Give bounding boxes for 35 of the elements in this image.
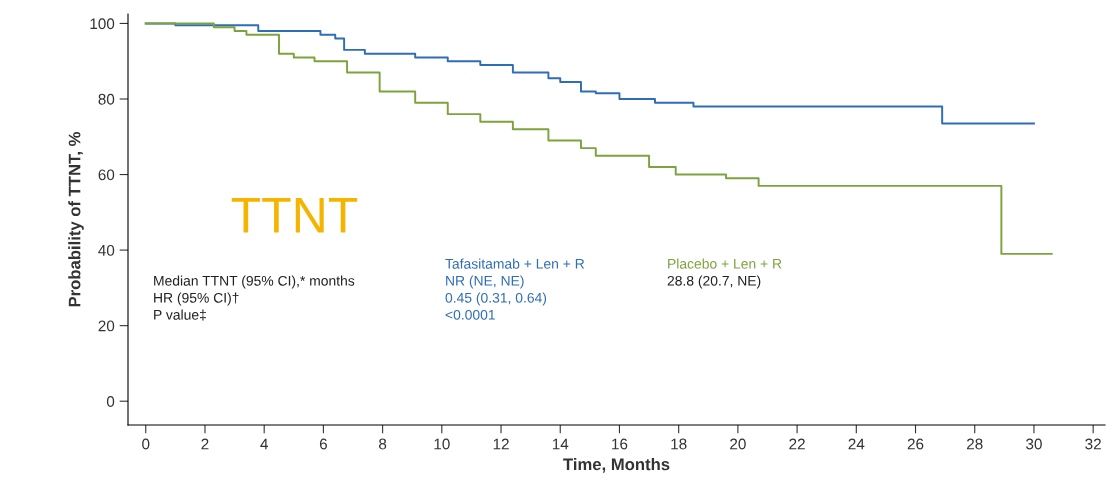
y-tick-label: 40 (98, 244, 115, 256)
x-tick-label: 8 (379, 438, 387, 450)
x-axis-title: Time, Months (563, 457, 670, 473)
annotation: TTNT (231, 198, 358, 233)
annotation: 28.8 (20.7, NE) (667, 275, 761, 289)
x-tick-label: 2 (201, 438, 209, 450)
x-tick-label: 12 (493, 438, 509, 450)
y-tick-label: 80 (98, 93, 115, 105)
annotation: NR (NE, NE) (446, 275, 524, 289)
x-tick-label: 22 (789, 438, 805, 450)
x-tick-label: 6 (319, 438, 327, 450)
x-tick-label: 4 (260, 438, 268, 450)
y-axis-title: Probability of TTNT, % (68, 131, 84, 307)
x-tick-label: 30 (1026, 438, 1042, 450)
x-tick-label: 28 (967, 438, 983, 450)
x-tick-label: 14 (552, 438, 569, 450)
x-tick-label: 32 (1085, 438, 1101, 450)
y-tick-label: 0 (106, 396, 115, 407)
annotation: P value‡ (154, 309, 206, 321)
x-tick-label: 18 (671, 438, 687, 450)
y-tick-label: 20 (98, 320, 115, 332)
y-tick-label: 60 (98, 169, 115, 181)
text: Placebo + Len + R (668, 258, 782, 269)
x-tick-label: 24 (848, 438, 865, 450)
annotation: 0.45 (0.31, 0.64) (445, 292, 547, 306)
x-tick-label: 10 (434, 438, 450, 450)
y-tick-label: 100 (90, 18, 115, 30)
x-tick-label: 16 (612, 438, 628, 450)
x-tick-label: 0 (142, 438, 150, 450)
x-tick-label: 26 (907, 438, 924, 450)
annotation: Median TTNT (95% CI),* months (154, 275, 355, 289)
annotation: HR (95% CI)† (154, 292, 239, 306)
x-tick-label: 20 (730, 438, 746, 450)
text: Tafasitamab + Len + R (445, 258, 585, 269)
annotation: <0.0001 (445, 309, 495, 320)
